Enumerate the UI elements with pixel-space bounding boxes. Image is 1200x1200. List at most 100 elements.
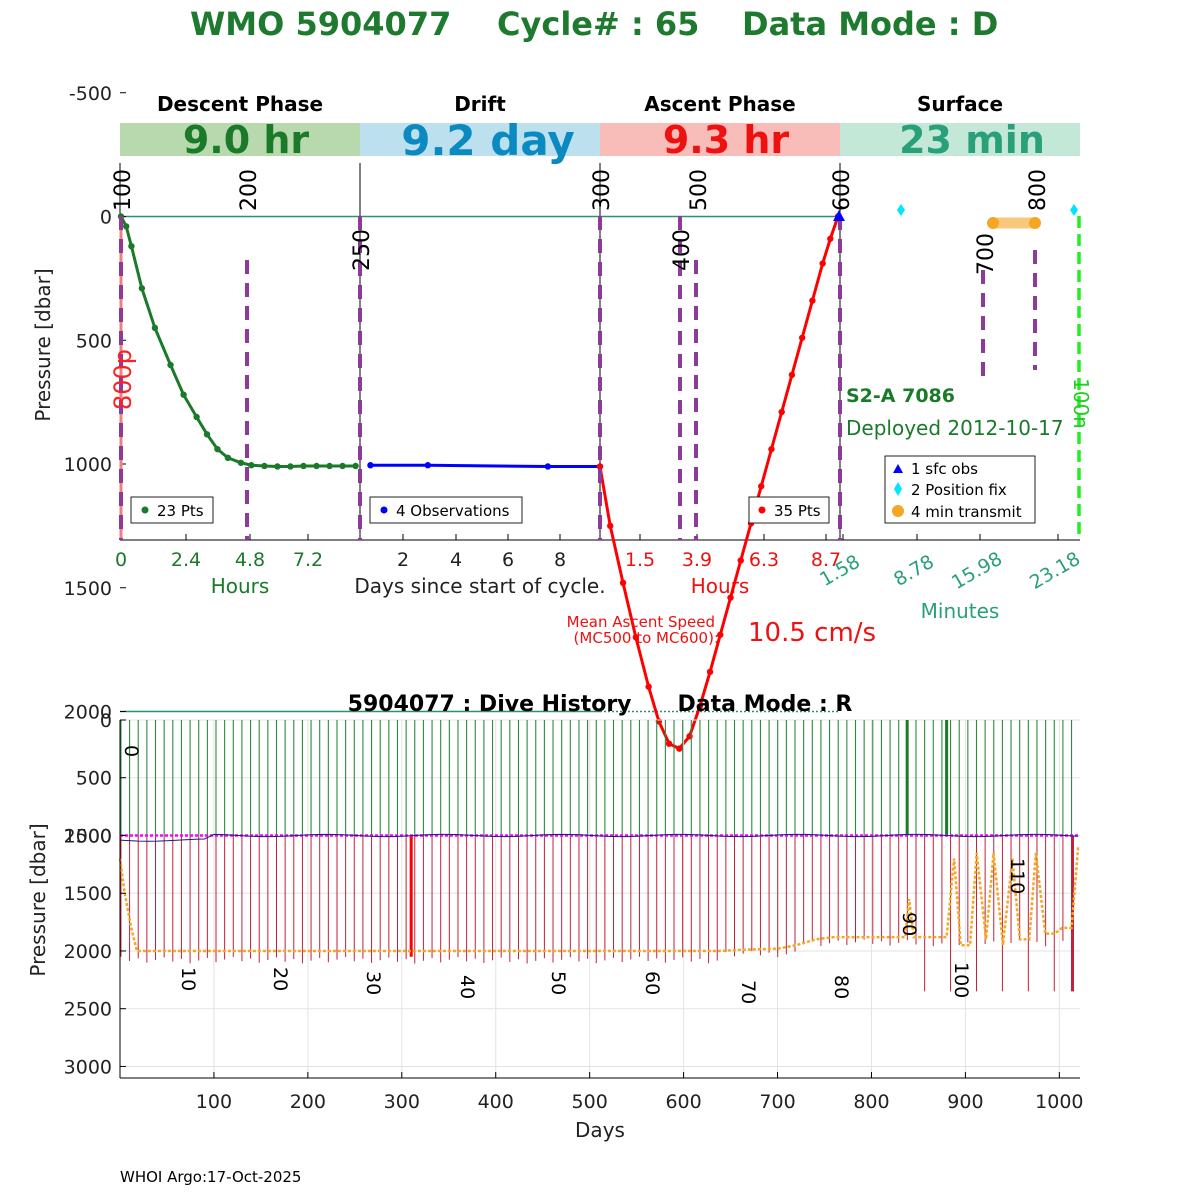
- cycle-label: 0: [120, 745, 142, 757]
- drift-legend-label: 4 Observations: [396, 502, 510, 520]
- transmit-point: [987, 217, 999, 229]
- ascent-legend-marker: [758, 506, 766, 514]
- mc-label: 200: [237, 169, 262, 211]
- mc-label: 800: [1026, 169, 1051, 211]
- descent-point: [224, 454, 232, 462]
- ascent-point: [645, 683, 652, 690]
- descent-legend-label: 23 Pts: [157, 502, 204, 520]
- footer-credit: WHOI Argo:17-Oct-2025: [120, 1168, 301, 1186]
- bottom-x-tick-label: 300: [384, 1091, 420, 1113]
- ascent-point: [819, 260, 826, 267]
- descent-legend: 23 Pts: [130, 496, 214, 524]
- cycle-label: 90: [898, 912, 920, 936]
- ascent-point: [717, 631, 724, 638]
- drift-header: Drift: [454, 92, 506, 116]
- ascent-xlabel: Hours: [691, 574, 750, 598]
- x-tick-label: 6: [502, 549, 514, 571]
- descent-point: [237, 459, 245, 466]
- durations: 9.0 hr 9.2 day 9.3 hr 23 min: [183, 116, 1045, 165]
- drift-trace: [119, 833, 1079, 842]
- descent-point: [274, 463, 281, 470]
- speed-value: 10.5 cm/s: [748, 618, 876, 648]
- ascent-duration: 9.3 hr: [663, 118, 790, 162]
- ascent-point: [727, 594, 734, 601]
- speed-label-2: (MC500 to MC600):: [574, 629, 719, 647]
- mc-label: 100: [111, 169, 136, 211]
- mc-label: 500: [687, 169, 712, 211]
- bottom-x-tick-label: 800: [853, 1091, 889, 1113]
- surface-end-label: 100n: [1069, 378, 1093, 429]
- main-title: WMO 5904077 Cycle# : 65 Data Mode : D: [190, 5, 998, 43]
- ascent-point: [596, 463, 604, 470]
- bottom-x-tick-label: 1000: [1035, 1091, 1083, 1113]
- x-tick-label: 7.2: [293, 549, 323, 571]
- ascent-band: [600, 123, 840, 156]
- descent-header: Descent Phase: [157, 92, 323, 116]
- bottom-title: 5904077 : Dive History Data Mode : R: [348, 692, 853, 717]
- cycle-label: 10: [177, 967, 199, 991]
- descent-line: [119, 215, 356, 468]
- descent-point: [123, 223, 130, 230]
- mc-label: 400: [670, 229, 695, 271]
- descent-point: [261, 462, 268, 470]
- bottom-x-tick-label: 500: [572, 1091, 608, 1113]
- descent-point: [300, 462, 307, 470]
- drift-legend: 4 Observations: [369, 496, 523, 524]
- drift-point: [424, 462, 432, 469]
- park-label: 800p: [109, 349, 137, 410]
- bottom-y-tick-label: 0: [100, 710, 112, 732]
- bottom-x-tick-label: 600: [665, 1091, 701, 1113]
- deployed-date: Deployed 2012-10-17: [846, 416, 1064, 440]
- surface-legend-3: 4 min transmit: [911, 503, 1022, 521]
- title-wmo: WMO 5904077: [190, 5, 451, 43]
- x-tick-label: 4.8: [235, 549, 265, 571]
- descent-legend-marker: [141, 506, 149, 514]
- drift-band: [360, 123, 600, 156]
- descent-point: [313, 462, 320, 470]
- bottom-x-tick-label: 900: [947, 1091, 983, 1113]
- y-tick-label: -500: [69, 83, 112, 105]
- surface-band: [840, 123, 1080, 156]
- drift-legend-marker: [380, 506, 388, 514]
- ascent-point: [758, 483, 765, 490]
- title-mode: Data Mode : D: [742, 5, 998, 43]
- top-data: [117, 204, 1081, 752]
- bottom-x-tick-label: 700: [759, 1091, 795, 1113]
- ascent-line: [598, 216, 840, 751]
- cycle-label: 100: [950, 962, 972, 998]
- descent-point: [167, 361, 174, 369]
- bottom-x-tick-label: 200: [290, 1091, 326, 1113]
- mc-labels: 100 200 250 300 400 500 600 700 800 800p 100n: [109, 169, 1093, 429]
- bottom-y-tick-label: 3000: [64, 1056, 112, 1078]
- top-y-axis: -500 0 500 1000 1500 2000 2500: [64, 83, 126, 847]
- mc-label: 600: [830, 169, 855, 211]
- sfc-obs-marker: [893, 464, 903, 473]
- ascent-legend: 35 Pts: [748, 496, 830, 524]
- x-tick-label: 8.78: [890, 551, 938, 591]
- ascent-point: [632, 634, 640, 641]
- surface-header: Surface: [917, 92, 1003, 116]
- x-tick-label: 8.7: [811, 549, 841, 571]
- descent-point: [326, 462, 333, 470]
- descent-duration: 9.0 hr: [183, 118, 310, 162]
- descent-point: [151, 324, 159, 332]
- x-tick-label: 2.4: [171, 549, 201, 571]
- ascent-header: Ascent Phase: [644, 92, 795, 116]
- surface-legend-2: 2 Position fix: [911, 481, 1007, 499]
- position-fix-point: [1070, 204, 1078, 216]
- surface-legend: 1 sfc obs 2 Position fix 4 min transmit: [884, 455, 1036, 524]
- ascent-point: [809, 297, 816, 304]
- cycle-label: 70: [737, 980, 759, 1004]
- float-id: S2-A 7086: [846, 385, 955, 407]
- transmit-point: [1029, 217, 1041, 229]
- ascent-point: [665, 740, 673, 747]
- descent-point: [180, 391, 187, 398]
- x-tick-label: 15.98: [948, 548, 1006, 594]
- bottom-y-tick-label: 1000: [64, 825, 112, 847]
- cycle-label: 80: [830, 975, 852, 999]
- surface-xlabel: Minutes: [921, 599, 1000, 623]
- ascent-point: [798, 334, 806, 341]
- transmit-marker: [892, 505, 904, 517]
- y-tick-label: 500: [76, 330, 112, 352]
